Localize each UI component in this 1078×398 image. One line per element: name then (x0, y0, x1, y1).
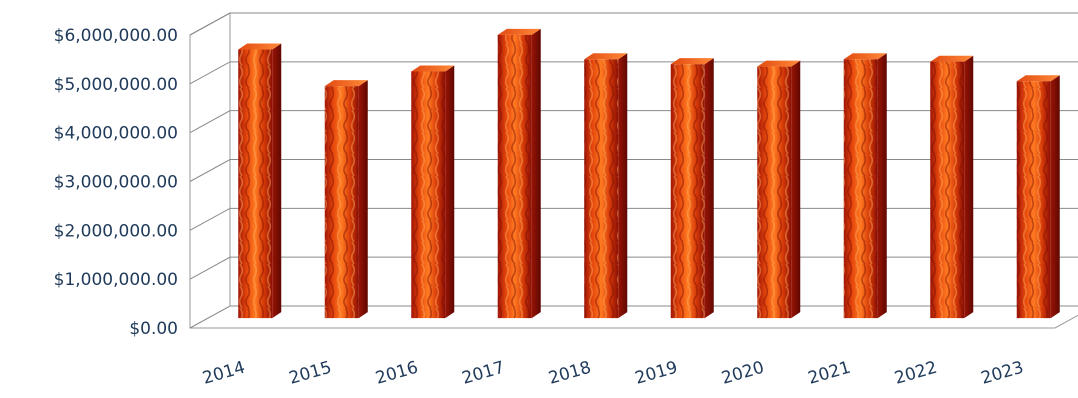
bar-side (445, 65, 455, 319)
bar-texture (757, 66, 792, 319)
x-tick-label: 2014 (200, 358, 247, 389)
bar-texture (411, 71, 446, 319)
y-tick-label: $6,000,000.00 (54, 26, 178, 46)
gridline (189, 12, 1078, 36)
bar-side (964, 55, 974, 319)
bar (497, 28, 541, 319)
bar (324, 80, 368, 319)
y-tick-label: $0.00 (129, 319, 178, 339)
bar-side (877, 53, 887, 319)
gridline (189, 305, 1078, 329)
bar (757, 60, 801, 319)
bar-side (704, 58, 714, 319)
x-tick-label: 2022 (892, 358, 939, 389)
gridline (189, 110, 1078, 134)
bar-side (358, 80, 368, 319)
bar-top (1016, 75, 1060, 82)
gridline (189, 256, 1078, 280)
bar-side (791, 60, 801, 319)
bar-top (324, 80, 368, 87)
bar-top (843, 53, 887, 60)
y-axis-ticks: $0.00 $1,000,000.00 $2,000,000.00 $3,000,00… (54, 26, 178, 339)
bar-side (1050, 75, 1060, 319)
x-tick-label: 2015 (287, 358, 334, 389)
bar-top (238, 43, 282, 50)
bar-top (930, 55, 974, 62)
bar-texture (930, 61, 965, 319)
bar-texture (670, 64, 705, 319)
x-tick-label: 2019 (633, 358, 680, 389)
bar-side (531, 28, 541, 319)
bar (670, 58, 714, 319)
bar (843, 53, 887, 319)
bar-top (584, 53, 628, 60)
gridline (189, 159, 1078, 182)
bar-texture (1016, 81, 1051, 319)
bar-texture (584, 59, 619, 319)
bar-texture (497, 34, 532, 319)
bar-top (670, 58, 714, 65)
bar-texture (324, 86, 359, 319)
x-tick-label: 2017 (460, 358, 507, 389)
bar-top (757, 60, 801, 67)
gridline (189, 61, 1078, 85)
bar-top (411, 65, 455, 72)
x-tick-label: 2021 (806, 358, 853, 389)
bar-side (272, 43, 282, 319)
bar (1016, 75, 1060, 319)
bar (411, 65, 455, 319)
bar-top (497, 28, 541, 35)
bar-texture (843, 59, 878, 319)
bar-texture (238, 49, 273, 319)
y-tick-label: $2,000,000.00 (54, 221, 178, 241)
bar (930, 55, 974, 319)
x-tick-label: 2016 (373, 358, 420, 389)
x-tick-label: 2023 (979, 358, 1026, 389)
x-axis-ticks: 2014 2015 2016 2017 2018 2019 2020 2021 2022 2023 (200, 358, 1026, 389)
bars (238, 28, 1060, 319)
x-tick-label: 2018 (546, 358, 593, 389)
bar-side (618, 53, 628, 319)
bar (584, 53, 628, 319)
y-tick-label: $1,000,000.00 (54, 270, 178, 290)
gridline (189, 207, 1078, 231)
y-tick-label: $3,000,000.00 (54, 173, 178, 193)
bar (238, 43, 282, 319)
y-tick-label: $4,000,000.00 (54, 124, 178, 144)
y-tick-label: $5,000,000.00 (54, 75, 178, 95)
gridlines (189, 12, 1078, 329)
x-tick-label: 2020 (719, 358, 766, 389)
